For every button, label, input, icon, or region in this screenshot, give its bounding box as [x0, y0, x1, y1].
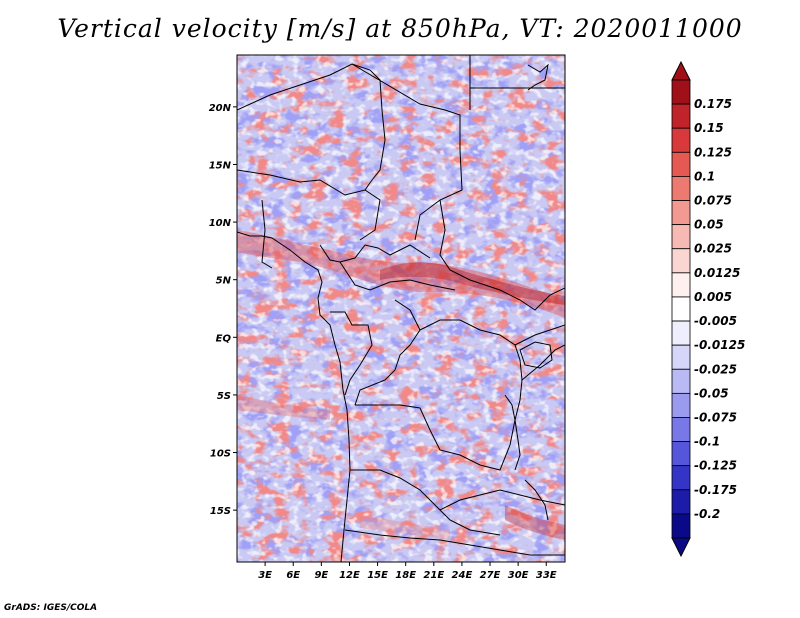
lat-tick-label: 10N	[209, 218, 232, 229]
lat-tick-label: 10S	[210, 449, 231, 460]
lon-tick-label: 30E	[508, 570, 529, 581]
colorbar-label: 0.075	[694, 194, 732, 208]
colorbar-swatch	[671, 200, 691, 226]
colorbar-swatch	[671, 151, 691, 177]
colorbar-swatch	[671, 248, 691, 274]
lon-tick-label: 3E	[258, 570, 272, 581]
lon-tick-label: 33E	[536, 570, 557, 581]
chart-title: Vertical velocity [m/s] at 850hPa, VT: 2…	[57, 14, 743, 43]
colorbar-label: 0.005	[694, 290, 732, 304]
colorbar-label: 0.1	[694, 169, 715, 183]
longitude-axis: 3E 6E 9E 12E 15E 18E 21E 24E 27E 30E 33E	[258, 562, 557, 581]
lon-tick-label: 12E	[339, 570, 360, 581]
lon-tick-label: 6E	[286, 570, 300, 581]
colorbar-swatch	[671, 368, 691, 394]
credit-text: GrADS: IGES/COLA	[4, 603, 98, 613]
colorbar-swatch	[671, 79, 691, 105]
colorbar-swatch	[671, 176, 691, 201]
colorbar-label: -0.2	[694, 507, 720, 521]
colorbar-label: 0.025	[694, 242, 732, 256]
lat-tick-label: 15N	[209, 160, 232, 171]
lat-tick-label: 15S	[210, 506, 231, 517]
colorbar-swatch	[671, 513, 691, 539]
colorbar-swatch	[671, 344, 691, 370]
colorbar-label: 0.15	[694, 121, 724, 135]
colorbar-top-arrow	[671, 60, 691, 81]
lon-tick-label: 21E	[423, 570, 444, 581]
lon-tick-label: 9E	[314, 570, 328, 581]
colorbar-label: -0.125	[694, 459, 737, 473]
colorbar-bottom-arrow	[671, 537, 691, 558]
colorbar-swatch	[671, 320, 691, 346]
colorbar-swatch	[671, 489, 691, 515]
plot-frame	[236, 54, 566, 563]
colorbar-label: 0.125	[694, 145, 732, 159]
colorbar-label: -0.005	[694, 314, 737, 328]
colorbar-swatch	[671, 465, 691, 491]
colorbar-swatch	[671, 441, 691, 467]
lat-tick-label: 20N	[209, 103, 232, 114]
colorbar-label: -0.1	[694, 435, 720, 449]
latitude-axis: 20N 15N 10N 5N EQ 5S 10S 15S	[209, 103, 237, 517]
colorbar-label: 0.0125	[694, 266, 740, 280]
colorbar-swatch	[671, 296, 691, 322]
colorbar-swatch	[671, 417, 691, 442]
colorbar-label: -0.175	[694, 483, 737, 497]
colorbar-label: -0.05	[694, 386, 729, 400]
colorbar: 0.175 0.15 0.125 0.1 0.075 0.05 0.025 0.0125 0.0…	[671, 60, 745, 558]
lat-tick-label: EQ	[216, 333, 232, 344]
colorbar-swatch	[671, 272, 691, 298]
colorbar-label: 0.05	[694, 218, 724, 232]
lat-tick-label: 5S	[217, 391, 231, 402]
lon-tick-label: 15E	[367, 570, 388, 581]
colorbar-label: 0.175	[694, 97, 732, 111]
colorbar-swatch	[671, 392, 691, 418]
colorbar-swatch	[671, 224, 691, 250]
colorbar-swatch	[671, 103, 691, 129]
lon-tick-label: 27E	[480, 570, 501, 581]
country-borders	[237, 55, 565, 562]
lat-tick-label: 5N	[216, 276, 232, 287]
lon-tick-label: 18E	[395, 570, 416, 581]
colorbar-label: -0.0125	[694, 338, 745, 352]
colorbar-swatch	[671, 127, 691, 153]
lon-tick-label: 24E	[452, 570, 473, 581]
vertical-velocity-field	[237, 55, 565, 562]
colorbar-label: -0.025	[694, 362, 737, 376]
colorbar-label: -0.075	[694, 410, 737, 424]
